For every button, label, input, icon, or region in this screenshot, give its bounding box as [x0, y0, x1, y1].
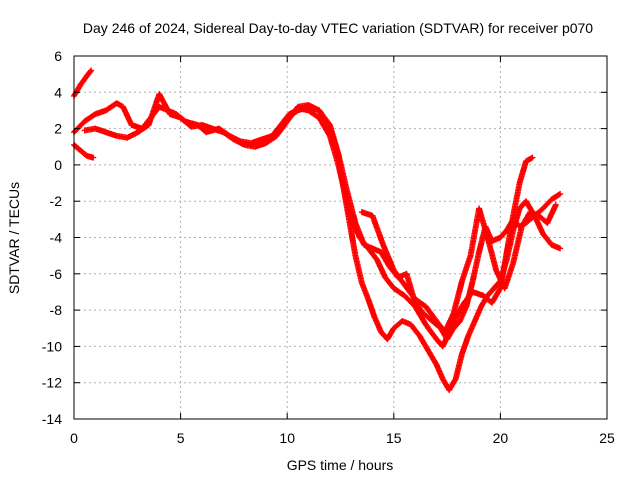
y-tick-label: -2 — [50, 193, 63, 209]
data-point-markers — [71, 141, 97, 161]
x-tick-label: 25 — [599, 430, 615, 446]
x-tick-label: 10 — [279, 430, 295, 446]
x-tick-label: 20 — [493, 430, 509, 446]
data-point-markers — [358, 201, 559, 335]
y-tick-label: 0 — [54, 157, 62, 173]
series-track-6 — [358, 201, 559, 335]
y-tick-label: -14 — [42, 411, 62, 427]
chart-title: Day 246 of 2024, Sidereal Day-to-day VTE… — [83, 20, 593, 36]
y-tick-label: -10 — [42, 338, 62, 354]
x-tick-label: 15 — [386, 430, 402, 446]
series-track-2 — [71, 141, 97, 161]
data-points — [71, 67, 564, 393]
y-tick-label: 4 — [54, 84, 62, 100]
x-axis-label: GPS time / hours — [287, 457, 394, 473]
axes: 0 5 10 15 20 25 -14 -12 -10 -8 -6 -4 -2 0 2 4 6 — [42, 48, 615, 446]
y-tick-label: 6 — [54, 48, 62, 64]
y-tick-label: -8 — [50, 302, 63, 318]
y-axis-label: SDTVAR / TECUs — [6, 182, 22, 294]
y-tick-label: -12 — [42, 375, 62, 391]
x-tick-label: 5 — [177, 430, 185, 446]
y-tick-label: 2 — [54, 121, 62, 137]
y-tick-label: -6 — [50, 266, 63, 282]
grid — [74, 56, 607, 419]
y-tick-label: -4 — [50, 230, 63, 246]
x-tick-label: 0 — [70, 430, 78, 446]
